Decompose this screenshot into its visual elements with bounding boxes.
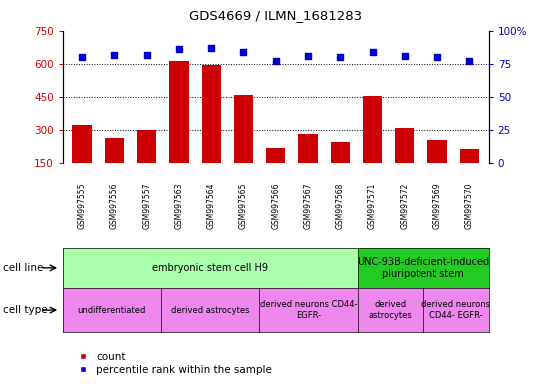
- Text: derived neurons
CD44- EGFR-: derived neurons CD44- EGFR-: [422, 300, 490, 320]
- Point: [110, 51, 119, 58]
- Text: GSM997569: GSM997569: [432, 182, 442, 229]
- Text: GSM997567: GSM997567: [304, 182, 312, 229]
- Text: GSM997555: GSM997555: [78, 182, 87, 229]
- Point: [400, 53, 409, 59]
- Text: derived
astrocytes: derived astrocytes: [369, 300, 412, 320]
- Point: [304, 53, 312, 59]
- Bar: [330, 142, 350, 196]
- Bar: [460, 149, 479, 196]
- Bar: [395, 128, 414, 196]
- Point: [271, 58, 280, 64]
- Point: [143, 51, 151, 58]
- Point: [78, 54, 86, 60]
- Text: embryonic stem cell H9: embryonic stem cell H9: [152, 263, 268, 273]
- Point: [368, 49, 377, 55]
- Text: derived neurons CD44-
EGFR-: derived neurons CD44- EGFR-: [260, 300, 357, 320]
- Text: GSM997556: GSM997556: [110, 182, 119, 229]
- Bar: [266, 148, 286, 196]
- Bar: [137, 130, 156, 196]
- Legend: count, percentile rank within the sample: count, percentile rank within the sample: [68, 348, 276, 379]
- Bar: [363, 96, 382, 196]
- Text: GSM997565: GSM997565: [239, 182, 248, 229]
- Text: GSM997572: GSM997572: [400, 182, 410, 228]
- Text: GDS4669 / ILMN_1681283: GDS4669 / ILMN_1681283: [189, 9, 363, 22]
- Text: GSM997571: GSM997571: [368, 182, 377, 228]
- Bar: [201, 65, 221, 196]
- Bar: [234, 95, 253, 196]
- Point: [175, 46, 183, 52]
- Point: [207, 45, 216, 51]
- Text: GSM997566: GSM997566: [271, 182, 280, 229]
- Text: cell line: cell line: [3, 263, 43, 273]
- Text: GSM997563: GSM997563: [174, 182, 183, 229]
- Bar: [169, 61, 188, 196]
- Point: [239, 49, 248, 55]
- Text: derived astrocytes: derived astrocytes: [171, 306, 250, 314]
- Text: undifferentiated: undifferentiated: [78, 306, 146, 314]
- Text: GSM997568: GSM997568: [336, 182, 345, 228]
- Bar: [428, 140, 447, 196]
- Point: [432, 54, 441, 60]
- Text: GSM997564: GSM997564: [207, 182, 216, 229]
- Bar: [105, 138, 124, 196]
- Text: cell type: cell type: [3, 305, 48, 315]
- Point: [336, 54, 345, 60]
- Text: GSM997570: GSM997570: [465, 182, 474, 229]
- Text: GSM997557: GSM997557: [142, 182, 151, 229]
- Point: [465, 58, 474, 64]
- Bar: [298, 134, 318, 196]
- Bar: [73, 124, 92, 196]
- Text: UNC-93B-deficient-induced
pluripotent stem: UNC-93B-deficient-induced pluripotent st…: [357, 257, 489, 279]
